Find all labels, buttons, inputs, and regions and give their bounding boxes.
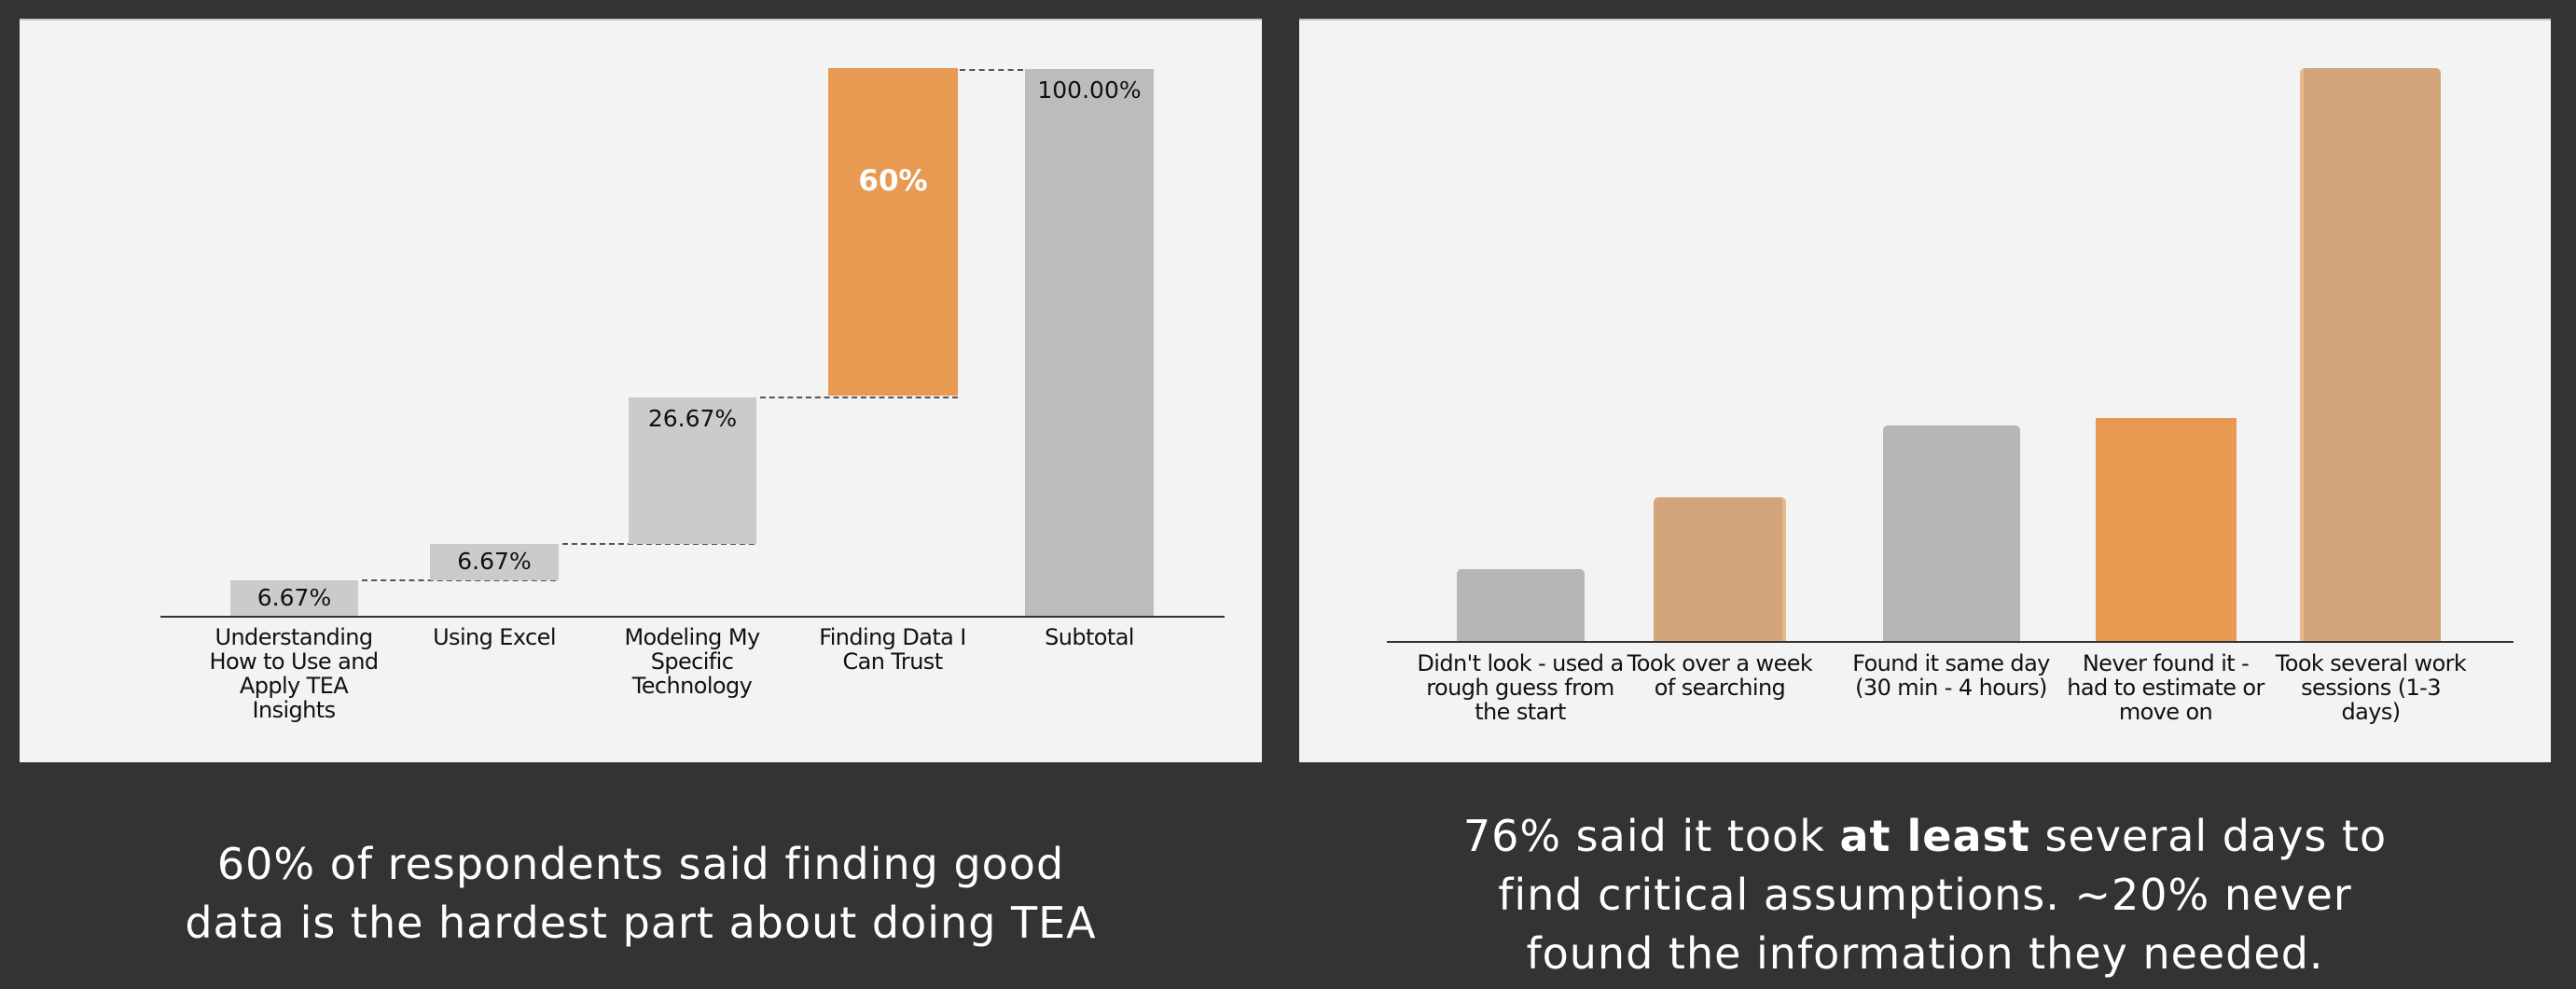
connector-line bbox=[760, 397, 958, 398]
category-label: Using Excel bbox=[433, 624, 556, 650]
category-label: Found it same day (30 min - 4 hours) bbox=[1852, 650, 2050, 701]
category-label: Never found it - had to estimate or move… bbox=[2067, 650, 2264, 725]
bar-same-day bbox=[1883, 425, 2020, 641]
waterfall-bar-finding-data: 60% bbox=[828, 68, 958, 396]
connector-line bbox=[362, 579, 556, 581]
waterfall-bar-using-excel: 6.67% bbox=[430, 544, 559, 580]
category-label: Didn't look - used a rough guess from th… bbox=[1417, 650, 1624, 725]
category-label: Subtotal bbox=[1045, 624, 1134, 650]
connector-line bbox=[562, 543, 755, 545]
data-label: 6.67% bbox=[457, 548, 532, 575]
bar-never-found bbox=[2096, 418, 2237, 641]
data-label: 26.67% bbox=[647, 405, 738, 432]
emphasis-text: at least bbox=[1839, 811, 2030, 861]
bar-over-a-week bbox=[1654, 497, 1786, 641]
data-label-highlight: 60% bbox=[858, 164, 928, 198]
connector-line bbox=[960, 69, 1023, 71]
left-caption: 60% of respondents said finding good dat… bbox=[185, 839, 1097, 948]
data-label: 6.67% bbox=[256, 584, 332, 611]
bar-several-sessions bbox=[2300, 68, 2441, 641]
data-label: 100.00% bbox=[1037, 77, 1142, 104]
category-label: Modeling My Specific Technology bbox=[624, 624, 760, 699]
category-label: Took several work sessions (1-3 days) bbox=[2275, 650, 2467, 725]
waterfall-bar-modeling: 26.67% bbox=[629, 397, 756, 544]
category-label: Understanding How to Use and Apply TEA I… bbox=[209, 624, 380, 723]
right-chart-x-axis bbox=[1387, 641, 2514, 643]
left-chart-x-axis bbox=[160, 616, 1225, 618]
category-label: Took over a week of searching bbox=[1627, 650, 1813, 701]
waterfall-bar-subtotal: 100.00% bbox=[1025, 69, 1154, 616]
right-caption: 76% said it took at least several days t… bbox=[1462, 811, 2388, 979]
category-label: Finding Data I Can Trust bbox=[819, 624, 966, 675]
waterfall-bar-understanding: 6.67% bbox=[230, 580, 358, 616]
bar-didnt-look bbox=[1457, 569, 1585, 641]
